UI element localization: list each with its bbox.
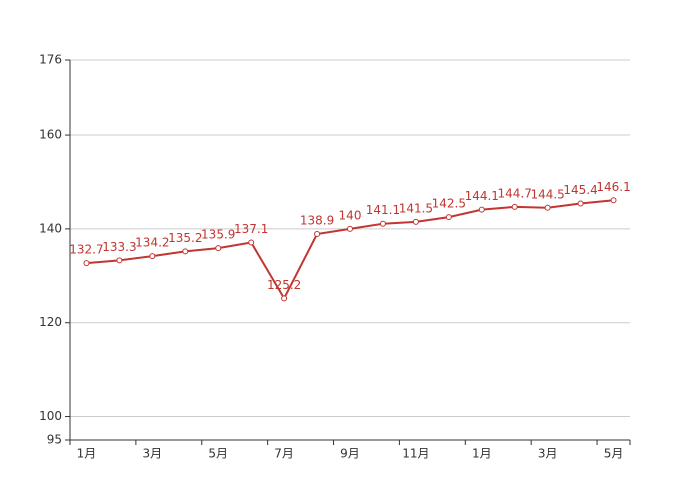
data-label: 144.1	[465, 189, 499, 203]
data-label: 135.2	[168, 231, 202, 245]
y-tick-label: 140	[39, 221, 62, 235]
data-label: 146.1	[596, 180, 630, 194]
point	[248, 239, 255, 246]
x-tick-label: 9月	[340, 447, 360, 461]
y-tick-label: 95	[47, 433, 62, 447]
point	[577, 200, 584, 207]
point	[544, 204, 551, 211]
point	[610, 197, 617, 204]
point	[347, 225, 353, 232]
data-label: 144.7	[498, 186, 532, 200]
x-tick-label: 1月	[77, 447, 97, 461]
data-label: 141.1	[366, 203, 400, 217]
point	[182, 248, 189, 255]
x-tick-label: 3月	[143, 447, 163, 461]
x-tick-label: 3月	[538, 447, 558, 461]
data-label: 133.3	[102, 240, 136, 254]
data-label: 138.9	[300, 214, 334, 228]
point	[281, 295, 288, 302]
point	[412, 218, 419, 225]
x-tick-label: 5月	[208, 447, 228, 461]
data-label: 142.5	[432, 197, 466, 211]
point	[445, 214, 452, 221]
data-label: 141.5	[399, 201, 433, 215]
point	[314, 231, 321, 238]
point	[149, 253, 156, 260]
y-tick-label: 100	[39, 409, 62, 423]
y-tick-label: 176	[39, 53, 62, 67]
point	[478, 206, 485, 213]
x-tick-label: 1月	[472, 447, 492, 461]
data-label: 135.9	[201, 228, 235, 242]
point	[116, 257, 123, 264]
data-label: 144.5	[530, 187, 564, 201]
x-tick-label: 11月	[402, 447, 429, 461]
data-label: 125.2	[267, 278, 301, 292]
data-label: 137.1	[234, 222, 268, 236]
data-label: 140	[339, 208, 362, 222]
y-tick-label: 120	[39, 315, 62, 329]
data-label: 145.4	[563, 183, 597, 197]
data-label: 134.2	[135, 236, 169, 250]
point	[215, 245, 222, 252]
point	[511, 203, 518, 210]
data-label: 132.7	[69, 243, 103, 257]
y-tick-label: 160	[39, 128, 62, 142]
x-tick-label: 7月	[274, 447, 294, 461]
x-tick-label: 5月	[604, 447, 624, 461]
point	[379, 220, 386, 227]
point	[83, 260, 90, 267]
